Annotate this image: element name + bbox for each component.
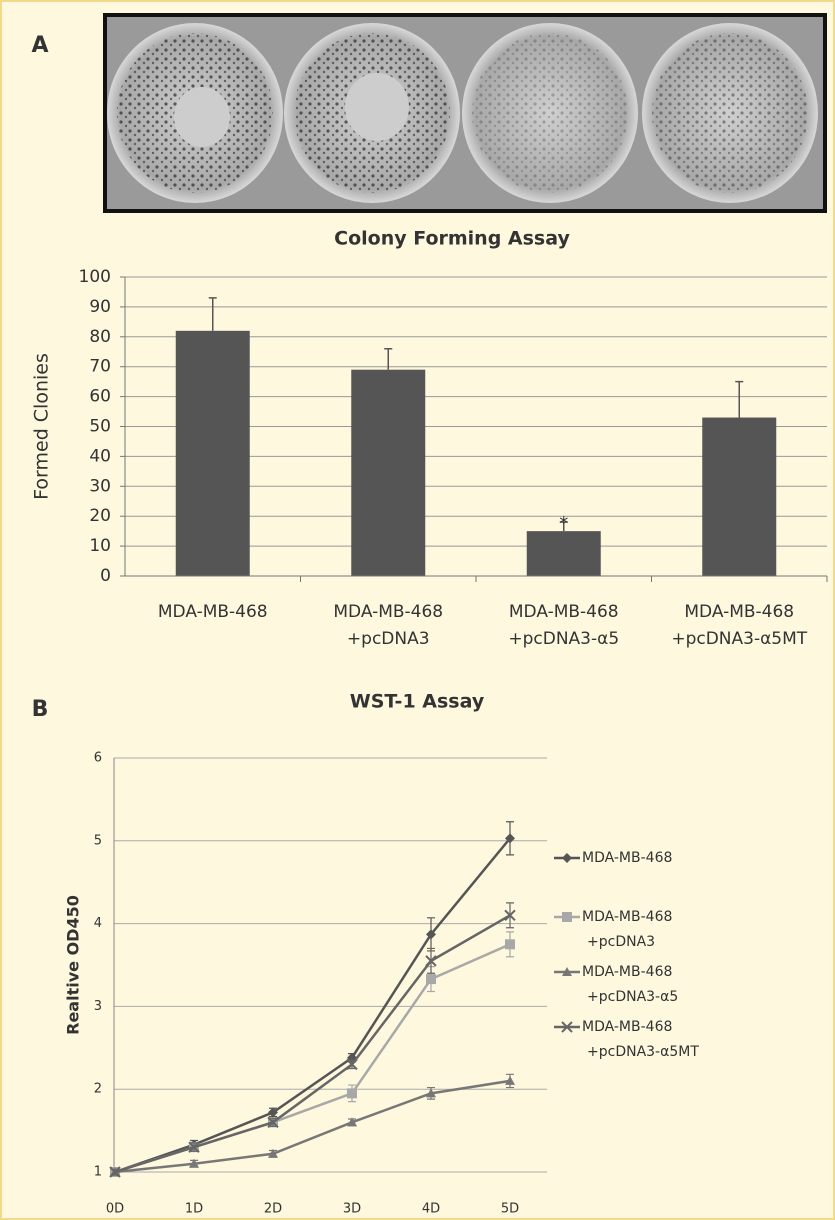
x-tick-label: 0D — [106, 1202, 124, 1217]
x-tick-label: MDA-MB-468 — [684, 602, 794, 622]
y-tick-label: 50 — [89, 417, 111, 437]
y-tick-label: 80 — [89, 327, 111, 347]
marker — [426, 974, 436, 984]
y-tick-label: 90 — [89, 297, 111, 317]
x-tick-label: +pcDNA3 — [347, 629, 430, 649]
panel-label: B — [32, 697, 49, 722]
x-tick-label: MDA-MB-468 — [158, 602, 268, 622]
bar — [527, 531, 601, 576]
figure: AColony Forming AssayFormed Clonies01020… — [0, 0, 835, 1220]
legend-label: MDA-MB-468 — [582, 850, 672, 866]
marker — [347, 1088, 357, 1098]
legend-label: MDA-MB-468 — [582, 964, 672, 980]
y-tick-label: 30 — [89, 476, 111, 496]
chart: AColony Forming AssayFormed Clonies01020… — [2, 2, 833, 1218]
x-tick-label: 3D — [343, 1202, 361, 1217]
chart-title: Colony Forming Assay — [334, 228, 570, 250]
x-tick-label: 2D — [264, 1202, 282, 1217]
x-tick-label: 5D — [501, 1202, 519, 1217]
bar — [351, 370, 425, 576]
y-tick-label: 10 — [89, 536, 111, 556]
y-tick-label: 4 — [94, 916, 102, 931]
x-tick-label: MDA-MB-468 — [333, 602, 443, 622]
series-line — [115, 915, 510, 1172]
panel-label: A — [31, 33, 48, 58]
y-tick-label: 5 — [94, 833, 102, 848]
y-tick-label: 20 — [89, 506, 111, 526]
x-tick-label: +pcDNA3-α5MT — [671, 629, 807, 649]
x-tick-label: 4D — [422, 1202, 440, 1217]
y-tick-label: 70 — [89, 357, 111, 377]
colony-photo — [105, 15, 825, 211]
y-tick-label: 6 — [94, 751, 102, 766]
y-tick-label: 40 — [89, 446, 111, 466]
x-tick-label: 1D — [185, 1202, 203, 1217]
chart-title: WST-1 Assay — [350, 691, 485, 713]
marker — [562, 853, 572, 863]
x-tick-label: +pcDNA3-α5 — [508, 629, 619, 649]
marker — [505, 939, 515, 949]
annotation: * — [559, 513, 568, 534]
error-bar — [209, 298, 217, 331]
marker — [562, 912, 572, 922]
x-tick-label: MDA-MB-468 — [509, 602, 619, 622]
y-tick-label: 60 — [89, 387, 111, 407]
bar — [176, 331, 250, 576]
series-line — [115, 838, 510, 1172]
legend-label: MDA-MB-468 — [582, 1019, 672, 1035]
y-tick-label: 100 — [79, 267, 111, 287]
y-tick-label: 2 — [94, 1082, 102, 1097]
error-bar — [735, 382, 743, 418]
y-axis-label: Realtive OD450 — [64, 895, 83, 1035]
legend-label: +pcDNA3-α5 — [587, 989, 678, 1005]
legend-label: MDA-MB-468 — [582, 909, 672, 925]
y-tick-label: 1 — [94, 1165, 102, 1180]
bar — [702, 418, 776, 576]
legend-label: +pcDNA3 — [587, 934, 655, 950]
y-tick-label: 0 — [100, 566, 111, 586]
y-tick-label: 3 — [94, 999, 102, 1014]
legend-label: +pcDNA3-α5MT — [587, 1044, 699, 1060]
y-axis-label: Formed Clonies — [31, 353, 53, 500]
